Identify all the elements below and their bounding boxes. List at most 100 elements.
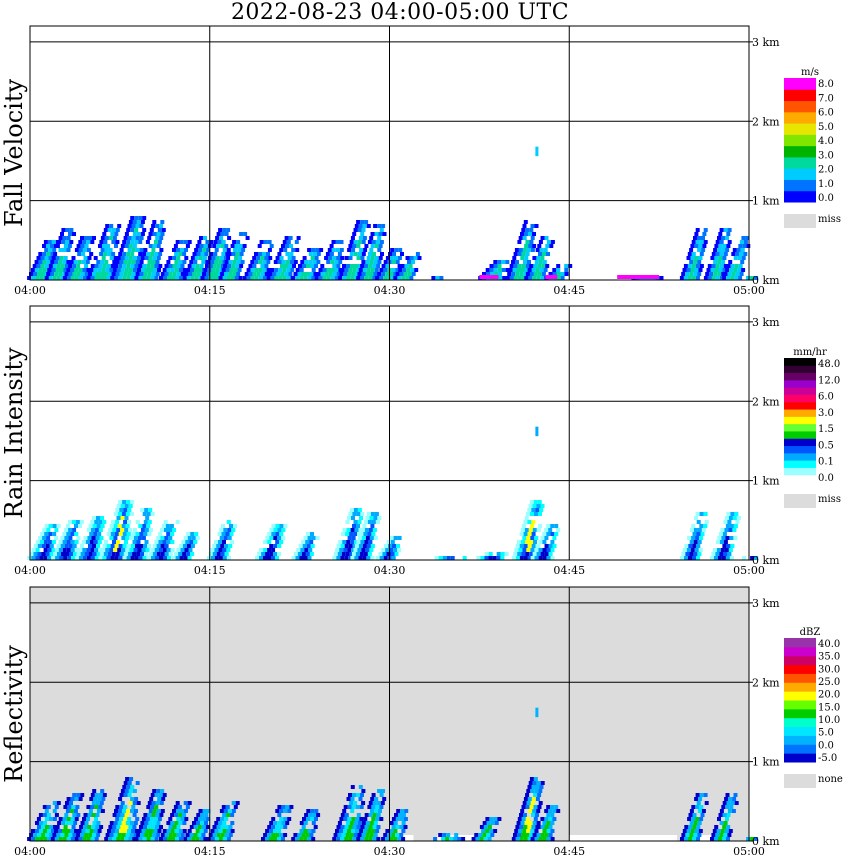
echo-cell (147, 520, 180, 560)
grid (30, 26, 749, 280)
x-tick-label: 04:15 (194, 845, 226, 858)
y-tick-label: 2 km (752, 115, 780, 128)
echo-cell (206, 520, 237, 560)
echo-cell (505, 220, 539, 280)
legend-swatch (784, 655, 816, 666)
legend-swatch (784, 190, 816, 203)
echo-cell (393, 252, 422, 280)
legend-swatch (784, 423, 816, 432)
legend-label: 12.0 (818, 375, 840, 386)
echo-cell (679, 228, 708, 280)
legend-label: 48.0 (818, 359, 840, 370)
echo-cell (478, 260, 510, 280)
legend-swatch (784, 460, 816, 468)
legend-swatch (784, 708, 816, 719)
legend-unit: m/s (801, 67, 819, 78)
legend-missing-swatch (784, 774, 816, 788)
legend-label: 0.0 (818, 473, 834, 484)
panel-title: Fall Velocity (0, 79, 28, 228)
legend: m/s 0.0 1.0 2.0 3.0 4.0 5.0 6.0 7.0 8.0 miss (784, 67, 841, 228)
legend-swatch (784, 78, 816, 90)
legend-swatch (784, 89, 816, 102)
echo-cell (680, 793, 709, 841)
legend-swatch (784, 358, 816, 366)
legend-swatch (784, 168, 816, 180)
legend-missing-label: miss (818, 494, 841, 505)
echo-cell (742, 556, 759, 560)
legend-label: 7.0 (818, 93, 834, 104)
legend-swatch (784, 664, 816, 674)
legend-unit: mm/hr (793, 347, 827, 358)
legend-swatch (784, 673, 816, 683)
echo-cell (746, 276, 759, 280)
legend-missing-label: miss (818, 214, 841, 225)
echo-cap (479, 275, 499, 279)
echo-layer (27, 146, 759, 280)
panel-reflectivity: 04:00 04:15 04:30 04:45 05:000 km 1 km 2 km 3 k… (0, 586, 843, 858)
legend-unit: dBZ (800, 627, 821, 638)
y-tick-label: 3 km (752, 36, 780, 49)
y-tick-label: 0 km (752, 274, 780, 287)
legend-missing-swatch (784, 494, 816, 508)
echo-cell (110, 216, 147, 280)
legend: mm/hr 0.0 0.1 0.5 1.5 3.0 6.0 12.0 48.0 miss (784, 347, 841, 508)
echo-cell (291, 532, 320, 560)
panel-title: Rain Intensity (0, 347, 28, 519)
x-tick-label: 04:30 (374, 284, 406, 297)
legend-label: 5.0 (818, 728, 834, 739)
legend-label: 5.0 (818, 122, 834, 133)
echo-cell (476, 552, 509, 560)
echo-cell (291, 809, 321, 841)
echo-cell (51, 520, 84, 560)
legend-swatch (784, 100, 816, 113)
legend-swatch (784, 753, 816, 763)
echo-cell (530, 524, 561, 560)
legend-label: 4.0 (818, 136, 834, 147)
echo-cell (159, 801, 192, 841)
echo-cell (27, 801, 61, 841)
echo-cell (433, 833, 466, 841)
x-tick-label: 04:00 (14, 564, 46, 577)
echo-cell (710, 793, 739, 841)
panel-fall-velocity: 04:00 04:15 04:30 04:45 05:000 km 1 km 2 km 3 k… (0, 25, 841, 297)
legend-swatch (784, 691, 816, 701)
echo-cell (291, 248, 324, 280)
echo-cell (332, 785, 366, 841)
echo-cell (206, 801, 240, 841)
legend-swatch (784, 387, 816, 395)
echo-cell (471, 817, 502, 841)
legend-swatch (784, 145, 816, 158)
panel-rain-intensity: 04:00 04:15 04:30 04:45 05:000 km 1 km 2 km 3 k… (0, 305, 841, 577)
legend-label: 6.0 (818, 392, 834, 403)
x-tick-label: 04:45 (553, 845, 585, 858)
legend-missing-swatch (784, 214, 816, 228)
y-tick-label: 0 km (752, 835, 780, 848)
legend-label: -5.0 (818, 753, 837, 764)
echo-cell (434, 556, 467, 560)
legend-swatch (784, 682, 816, 692)
legend-swatch (784, 700, 816, 710)
isolated-echo (535, 426, 539, 437)
y-tick-label: 3 km (752, 597, 780, 610)
echo-cell (44, 228, 76, 280)
echo-cell (350, 512, 382, 560)
echo-cap (545, 275, 558, 279)
legend-swatch (784, 379, 816, 388)
legend-label: 0.1 (818, 457, 834, 468)
echo-cell (62, 236, 96, 280)
echo-cell (261, 805, 294, 841)
legend-missing-label: none (818, 774, 843, 785)
legend-swatch (784, 409, 816, 417)
legend-swatch (784, 401, 816, 410)
echo-cap (617, 275, 660, 279)
legend-swatch (784, 394, 816, 403)
echo-cell (200, 228, 232, 280)
echo-cell (356, 789, 387, 841)
x-tick-label: 04:45 (553, 564, 585, 577)
legend-swatch (784, 430, 816, 439)
echo-cell (544, 264, 573, 280)
echo-cell (617, 275, 664, 280)
panel-title: Reflectivity (0, 645, 28, 783)
